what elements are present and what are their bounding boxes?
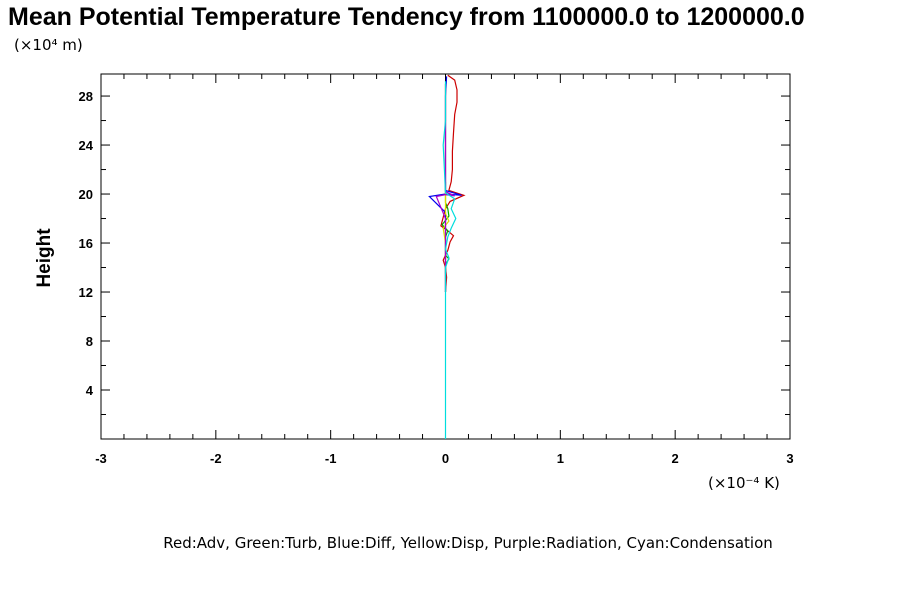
y-tick-label: 8 (86, 334, 93, 349)
x-tick-label: 0 (442, 451, 449, 466)
y-tick-label: 12 (79, 285, 93, 300)
x-axis-ticks: -3 -2 -1 0 1 2 3 (95, 74, 794, 466)
x-tick-label: 3 (786, 451, 793, 466)
series-layer (428, 74, 466, 439)
y-tick-label: 16 (79, 236, 93, 251)
x-tick-label: -3 (95, 451, 107, 466)
x-tick-label: 1 (557, 451, 564, 466)
x-tick-label: 2 (672, 451, 679, 466)
legend-text: Red:Adv, Green:Turb, Blue:Diff, Yellow:D… (163, 534, 773, 552)
y-tick-label: 20 (79, 187, 93, 202)
y-axis-title: Height (34, 228, 55, 288)
y-tick-label: 24 (79, 138, 94, 153)
y-axis-ticks: 4 8 12 16 20 24 28 (79, 89, 790, 416)
x-unit-label: (×10⁻⁴ K) (708, 474, 780, 492)
series-line-adv (440, 74, 466, 293)
series-line-condensation (442, 81, 457, 439)
x-tick-label: -1 (325, 451, 337, 466)
y-tick-label: 4 (86, 383, 94, 398)
y-unit-label: (×10⁴ m) (14, 36, 83, 54)
y-tick-label: 28 (79, 89, 93, 104)
x-tick-label: -2 (210, 451, 222, 466)
chart-title: Mean Potential Temperature Tendency from… (8, 3, 805, 31)
